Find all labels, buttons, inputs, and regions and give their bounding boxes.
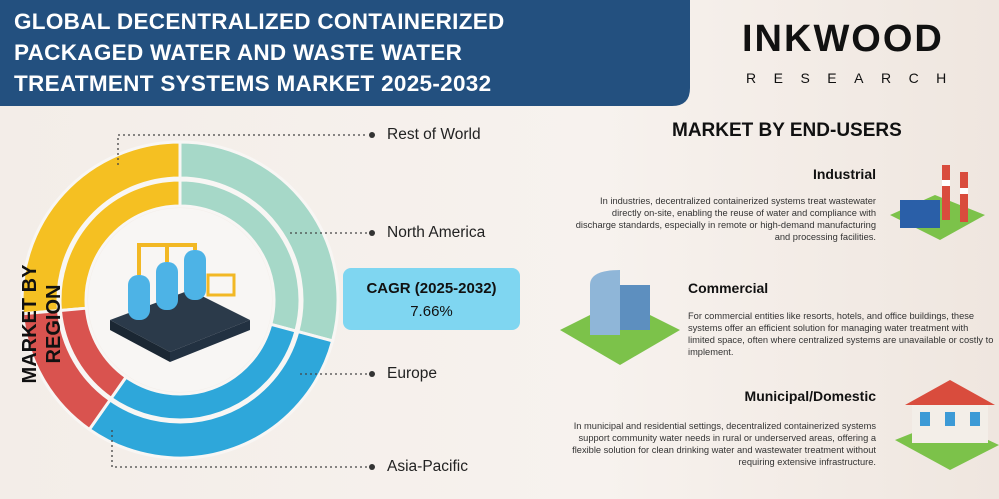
- plant-illustration: [110, 243, 250, 362]
- title-line: TREATMENT SYSTEMS MARKET 2025-2032: [14, 71, 492, 96]
- cagr-box: [343, 268, 520, 330]
- title-line: GLOBAL DECENTRALIZED CONTAINERIZED: [14, 9, 505, 34]
- region-heading: MARKET BY REGION: [19, 264, 65, 384]
- header-band: [0, 0, 690, 106]
- title: GLOBAL DECENTRALIZED CONTAINERIZED PACKA…: [14, 6, 505, 99]
- end-user-text: In municipal and residential settings, d…: [572, 421, 876, 467]
- donut-segment: [20, 309, 113, 432]
- end-user-title: Commercial: [688, 280, 769, 296]
- region-label: Asia-Pacific: [387, 458, 468, 475]
- end-users-heading: MARKET BY END-USERS: [672, 120, 902, 141]
- end-user-text: In industries, decentralized containeriz…: [575, 196, 876, 242]
- title-line: PACKAGED WATER AND WASTE WATER: [14, 40, 463, 65]
- region-label: Europe: [387, 365, 437, 382]
- end-user-title: Industrial: [812, 166, 876, 182]
- region-label: Rest of World: [387, 126, 481, 143]
- municipal-icon: [895, 380, 999, 470]
- brand-name: INKWOOD: [742, 18, 944, 60]
- brand-tagline: RESEARCH: [746, 70, 964, 86]
- region-donut: [20, 140, 340, 460]
- leader-lines: [111, 134, 368, 468]
- region-label: North America: [387, 224, 486, 241]
- cagr-value: 7.66%: [410, 303, 453, 320]
- end-user-text: For commercial entities like resorts, ho…: [688, 311, 994, 357]
- cagr-label: CAGR (2025-2032): [366, 280, 497, 297]
- leader-dots: [369, 132, 375, 470]
- commercial-icon: [560, 270, 680, 365]
- industrial-icon: [890, 165, 985, 240]
- donut-segment: [58, 306, 129, 401]
- end-user-title: Municipal/Domestic: [744, 388, 876, 404]
